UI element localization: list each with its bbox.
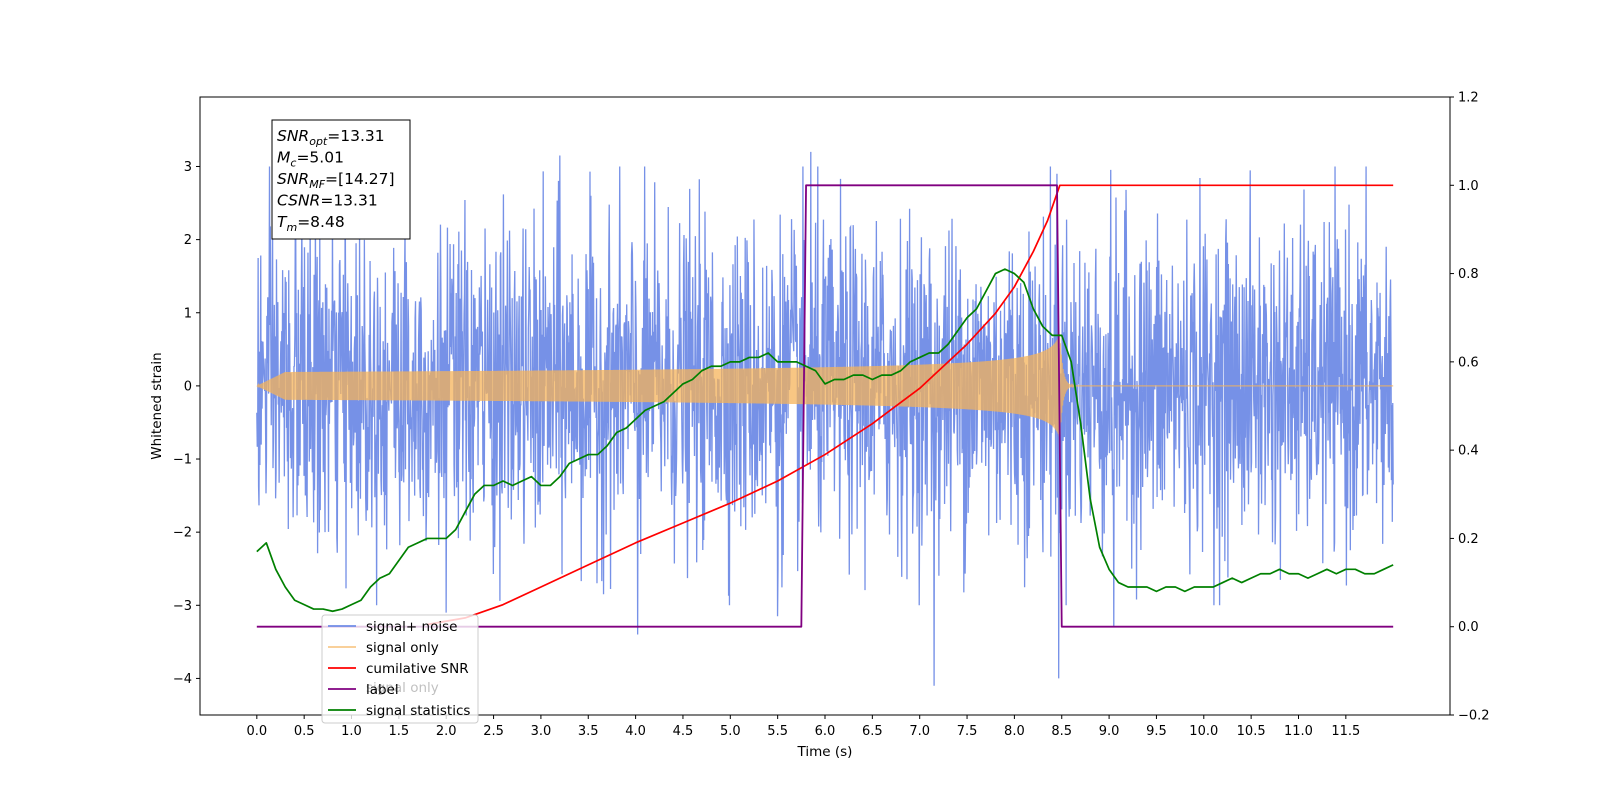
legend-frame	[321, 614, 479, 724]
x-tick-label: 9.5	[1146, 724, 1167, 739]
x-tick-label: 3.5	[578, 724, 599, 739]
x-tick-label: 8.0	[1004, 724, 1025, 739]
y-tick-label: −1	[173, 453, 192, 468]
legend-entry: cumilative SNR	[366, 661, 469, 677]
series-label	[256, 184, 1394, 628]
series-signal-statistics	[256, 268, 1394, 613]
x-tick-label: 6.5	[862, 724, 883, 739]
annotation-symbol: CSNR	[277, 192, 320, 210]
y2-tick-label: 1.0	[1458, 179, 1479, 194]
series-layer	[256, 151, 1394, 686]
legend: signal+ noise signal only cumilative SNR la…	[321, 614, 479, 724]
y-tick-label: 2	[184, 233, 192, 248]
x-tick-label: 7.5	[957, 724, 978, 739]
annotation-value: =13.31	[327, 127, 384, 145]
y2-tick-label: −0.2	[1458, 709, 1490, 724]
legend-entry: signal+ noise	[366, 619, 457, 635]
legend-entry: label	[366, 682, 399, 698]
series-signal-plus-noise	[256, 151, 1394, 686]
y-tick-label: 1	[184, 306, 192, 321]
annotation-symbol: SNR	[277, 127, 309, 145]
x-tick-label: 2.5	[483, 724, 504, 739]
series-cumulative-snr	[427, 184, 1394, 626]
x-tick-label: 1.5	[389, 724, 410, 739]
legend-ghost-entry: signal only	[366, 680, 439, 696]
annotation-line: SNRMF=[14.27]	[277, 170, 395, 191]
y-tick-label: −3	[173, 599, 192, 614]
y-tick-label: −4	[173, 672, 192, 687]
annotation-line: SNRopt=13.31	[277, 127, 385, 148]
annotation-value: =5.01	[296, 149, 344, 167]
annotation-value: =8.48	[297, 213, 345, 231]
legend-entry: signal statistics	[366, 703, 470, 719]
annotation-line: Tm=8.48	[277, 213, 345, 234]
y-tick-label: 3	[184, 160, 192, 175]
x-tick-label: 5.0	[720, 724, 741, 739]
annotation-symbol: T	[277, 213, 288, 231]
annotation-subscript: c	[290, 157, 296, 170]
annotation-line: CSNR=13.31	[277, 192, 378, 210]
x-tick-label: 4.0	[625, 724, 646, 739]
annotation-symbol: M	[277, 149, 290, 167]
x-tick-label: 5.5	[767, 724, 788, 739]
series-signal-only	[256, 334, 1394, 437]
x-tick-label: 11.0	[1284, 724, 1313, 739]
y2-tick-label: 0.0	[1458, 620, 1479, 635]
x-tick-label: 0.5	[294, 724, 315, 739]
annotation-box: SNRopt=13.31Mc=5.01SNRMF=[14.27]CSNR=13.…	[271, 119, 411, 240]
x-tick-label: 1.0	[341, 724, 362, 739]
annotation-frame	[271, 119, 411, 240]
y2-tick-label: 0.8	[1458, 267, 1479, 282]
y-tick-label: 0	[184, 379, 192, 394]
annotation-subscript: MF	[309, 178, 325, 191]
y-tick-label: −2	[173, 526, 192, 541]
legend-entry: signal only	[366, 640, 439, 656]
x-tick-label: 8.5	[1051, 724, 1072, 739]
x-tick-label: 10.5	[1237, 724, 1266, 739]
annotation-subscript: opt	[309, 135, 328, 148]
x-tick-label: 9.0	[1099, 724, 1120, 739]
y2-tick-label: 1.2	[1458, 91, 1479, 106]
y-axis-label: Whitened strain	[149, 352, 165, 459]
x-tick-label: 3.0	[531, 724, 552, 739]
y2-tick-label: 0.2	[1458, 532, 1479, 547]
x-tick-label: 0.0	[246, 724, 267, 739]
y2-tick-label: 0.6	[1458, 355, 1479, 370]
x-tick-label: 2.0	[436, 724, 457, 739]
x-tick-label: 4.5	[673, 724, 694, 739]
annotation-value: =13.31	[320, 192, 377, 210]
axes-layer: 0.0 0.5 1.0 1.5 2.0 2.5 3.0 3.5 4.0 4.5 5.0 5.5 6.0 6…	[173, 91, 1490, 740]
annotation-line: Mc=5.01	[277, 149, 344, 170]
annotation-symbol: SNR	[277, 170, 309, 188]
x-tick-label: 6.0	[815, 724, 836, 739]
x-tick-label: 7.0	[909, 724, 930, 739]
annotation-value: =[14.27]	[325, 170, 394, 188]
annotation-subscript: m	[286, 221, 297, 234]
y2-tick-label: 0.4	[1458, 444, 1479, 459]
x-tick-label: 11.5	[1331, 724, 1360, 739]
x-axis-label: Time (s)	[797, 744, 853, 760]
x-tick-label: 10.0	[1189, 724, 1218, 739]
